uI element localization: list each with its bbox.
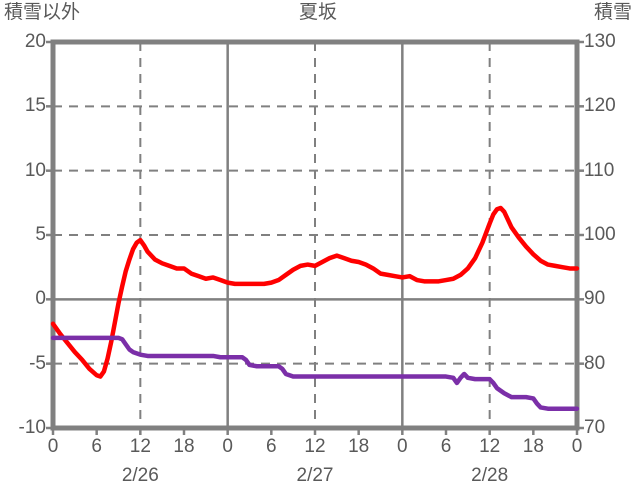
y-axis-label-left: 5	[35, 224, 46, 245]
x-axis-day-label: 2/27	[296, 465, 334, 486]
y-axis-label-right: 100	[584, 224, 616, 245]
y-axis-label-right: 130	[584, 31, 616, 52]
y-axis-label-right: 80	[584, 352, 606, 374]
x-axis-label: 18	[173, 436, 195, 457]
y-axis-label-right: 70	[584, 417, 606, 438]
y-axis-label-right: 90	[584, 288, 606, 310]
y-axis-label-left: 0	[35, 288, 46, 310]
y-axis-label-right: 120	[584, 95, 616, 117]
x-axis-label: 12	[479, 436, 501, 457]
x-axis-label: 12	[129, 436, 151, 457]
y-axis-label-left: 15	[24, 95, 46, 117]
x-axis-day-label: 2/28	[471, 465, 509, 486]
x-axis-day-label: 2/26	[121, 465, 159, 486]
x-axis-label: 0	[47, 436, 59, 457]
gridlines	[53, 42, 577, 428]
right-axis-title: 積雪	[593, 2, 632, 23]
y-axis-label-left: -5	[29, 352, 46, 374]
x-axis-label: 12	[304, 436, 326, 457]
y-axis-label-left: -10	[18, 417, 46, 438]
x-axis-label: 0	[397, 436, 408, 457]
y-axis-label-right: 110	[584, 159, 615, 181]
y-axis-label-left: 10	[24, 159, 46, 181]
page-title: 夏坂	[298, 2, 337, 23]
x-axis-label: 0	[571, 436, 583, 457]
x-axis-label: 18	[522, 436, 544, 457]
x-axis-label: 6	[440, 436, 452, 457]
x-axis-label: 6	[266, 436, 277, 457]
y-axis-label-left: 20	[24, 31, 46, 52]
series-line-red	[50, 205, 580, 379]
x-axis-label: 18	[348, 436, 370, 457]
left-axis-title: 積雪以外	[4, 2, 81, 23]
data-series	[50, 205, 580, 411]
x-axis-label: 0	[222, 436, 233, 457]
x-axis-label: 6	[91, 436, 102, 457]
series-line-purple	[50, 335, 580, 411]
axis-ticks	[46, 40, 584, 435]
